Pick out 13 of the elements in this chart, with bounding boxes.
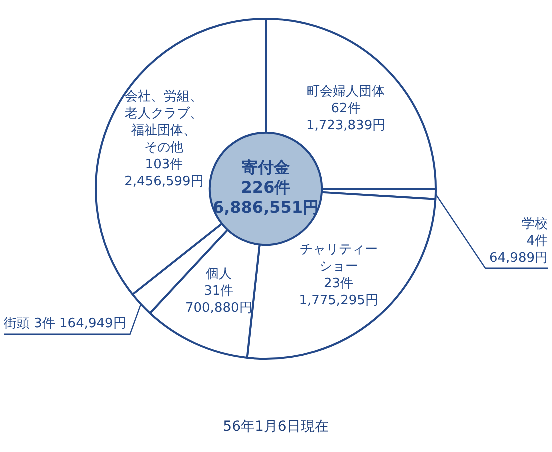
data-label: 62件 1,723,839円 (306, 102, 386, 134)
data-label: 23件 1,775,295円 (299, 276, 378, 308)
slice-label: チャリティーショー (300, 242, 378, 274)
slice-label: 個人 (206, 267, 232, 282)
slice-label: 学校 (522, 216, 548, 232)
data-label: 4件 64,989円 (490, 234, 548, 266)
text: 寄付金 (242, 158, 290, 178)
slice-label: 会社、労組、老人クラブ、福祉団体、その他 (125, 90, 204, 156)
text: 56年1月6日現在 (222, 418, 330, 436)
data-label: 103件 2,456,599円 (124, 158, 204, 190)
slice-label: 町会婦人団体 (307, 84, 386, 100)
slice-label: 街頭 3件 164,949円 (4, 316, 126, 332)
data-label: 31件 700,880円 (185, 284, 252, 316)
